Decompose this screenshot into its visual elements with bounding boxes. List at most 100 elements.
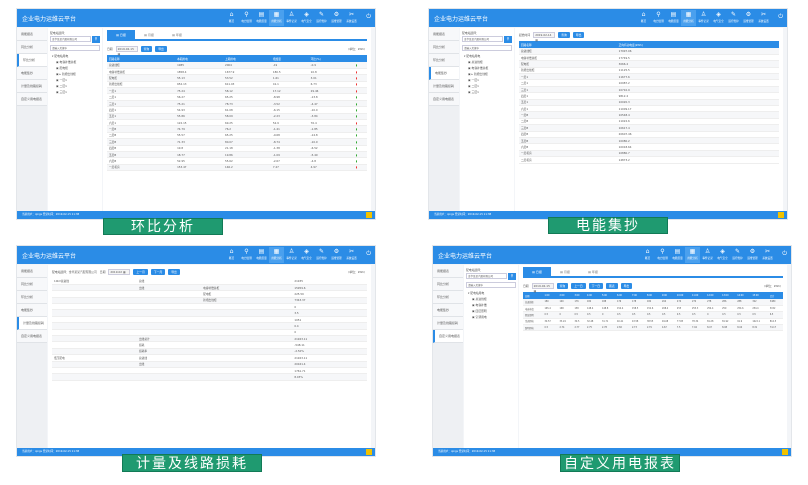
- site-select[interactable]: 金华某某汽配有限公司: [50, 36, 91, 42]
- search-icon[interactable]: ⚲: [92, 36, 100, 43]
- 查询-button[interactable]: 查询: [140, 45, 153, 52]
- sidebar-item[interactable]: 用能报表: [17, 28, 47, 41]
- nav-item-2[interactable]: ▤ 电能质量: [670, 247, 685, 263]
- tree-node[interactable]: ▣ ▸ 新增出线柜: [468, 72, 488, 76]
- sidebar-item[interactable]: 自定义用电报表: [17, 93, 47, 106]
- nav-item-8[interactable]: ✂ 系统设置: [344, 247, 359, 263]
- 上一月-button[interactable]: 上一月: [133, 268, 148, 275]
- 图表-button[interactable]: 图表: [606, 282, 618, 289]
- tab-2[interactable]: ▤ 年报: [588, 270, 598, 274]
- tree-node[interactable]: ▣ 电容补偿: [472, 303, 487, 307]
- sidebar-item[interactable]: 自定义用电报表: [17, 330, 47, 343]
- date-input[interactable]: 2019-02-14 ▦: [533, 31, 556, 42]
- tab-1[interactable]: ▤ 月报: [560, 270, 570, 274]
- power-icon[interactable]: ⏻: [778, 13, 783, 20]
- tree-search-input[interactable]: 请输入关键字: [462, 45, 512, 51]
- notification-icon[interactable]: [366, 212, 372, 218]
- nav-item-2[interactable]: ▤ 电能质量: [254, 247, 269, 263]
- date-input[interactable]: 2019-02 ▦: [108, 268, 131, 275]
- notification-icon[interactable]: [778, 212, 784, 218]
- sidebar-item[interactable]: 环比分析: [17, 291, 47, 304]
- 上一日-button[interactable]: 上一日: [571, 282, 586, 289]
- 导出-button[interactable]: 导出: [620, 282, 633, 289]
- nav-item-1[interactable]: ⚲ 电力监测: [655, 247, 670, 263]
- tree-node[interactable]: ▣ 电容补偿总柜: [468, 66, 489, 70]
- nav-item-4[interactable]: ♙ 事件记录: [696, 10, 711, 26]
- tab-0[interactable]: ▤ 日报: [107, 30, 135, 39]
- nav-item-5[interactable]: ◈ 电气安全: [715, 247, 730, 263]
- tree-node[interactable]: ▣ 总进线柜: [468, 60, 483, 64]
- tree-node[interactable]: ▣ 三层1: [56, 90, 67, 94]
- nav-item-5[interactable]: ◈ 电气安全: [711, 10, 726, 26]
- nav-item-5[interactable]: ◈ 电气安全: [299, 10, 314, 26]
- nav-item-6[interactable]: ✎ 运行维护: [726, 10, 741, 26]
- nav-item-2[interactable]: ▤ 电能质量: [254, 10, 269, 26]
- nav-item-1[interactable]: ⚲ 电力监测: [239, 247, 254, 263]
- 查询-button[interactable]: 查询: [556, 282, 569, 289]
- nav-item-5[interactable]: ◈ 电气安全: [299, 247, 314, 263]
- sidebar-item[interactable]: 计量及线路损耗: [433, 317, 463, 330]
- nav-item-4[interactable]: ♙ 事件记录: [284, 247, 299, 263]
- sidebar-item[interactable]: 同比分析: [433, 278, 463, 291]
- sidebar-item[interactable]: 电能集抄: [17, 67, 47, 80]
- tree-node[interactable]: ▾ 配电站用电: [52, 54, 69, 58]
- tree-node[interactable]: ▾ 配电站用电: [464, 54, 481, 58]
- sidebar-item[interactable]: 电能集抄: [17, 304, 47, 317]
- power-icon[interactable]: ⏻: [782, 250, 787, 257]
- nav-item-0[interactable]: ⌂ 概况: [224, 10, 239, 26]
- sidebar-item[interactable]: 环比分析: [17, 54, 47, 67]
- tab-1[interactable]: ▤ 月报: [144, 33, 154, 37]
- nav-item-7[interactable]: ⚙ 运维管理: [745, 247, 760, 263]
- sidebar-item[interactable]: 计量及线路损耗: [17, 317, 47, 330]
- sidebar-item[interactable]: 用能报表: [433, 265, 463, 278]
- sidebar-item[interactable]: 同比分析: [17, 41, 47, 54]
- nav-item-3[interactable]: ▦ 用能分析: [269, 247, 284, 263]
- site-select[interactable]: 金华某某汽配有限公司: [462, 36, 503, 42]
- nav-item-3[interactable]: ▦ 用能分析: [269, 10, 284, 26]
- search-icon[interactable]: ⚲: [508, 273, 516, 280]
- tree-node[interactable]: ▣ 一层1: [56, 78, 67, 82]
- date-input[interactable]: 2019-02-15 ▦: [115, 45, 138, 56]
- 下一月-button[interactable]: 下一月: [150, 268, 166, 275]
- tree-node[interactable]: ▣ 一层1: [468, 78, 479, 82]
- nav-item-8[interactable]: ✂ 系统设置: [344, 10, 359, 26]
- nav-item-2[interactable]: ▤ 电能质量: [666, 10, 681, 26]
- sidebar-item[interactable]: 同比分析: [17, 278, 47, 291]
- tree-search-input[interactable]: 请输入关键字: [50, 45, 100, 51]
- date-input[interactable]: 2019-02-15 ▦: [531, 282, 554, 293]
- nav-item-6[interactable]: ✎ 运行维护: [730, 247, 745, 263]
- 下一日-button[interactable]: 下一日: [588, 282, 604, 289]
- sidebar-item[interactable]: 电能集抄: [433, 304, 463, 317]
- 导出-button[interactable]: 导出: [155, 45, 167, 52]
- sidebar-item[interactable]: 用能报表: [17, 265, 47, 278]
- sidebar-item[interactable]: 用能报表: [429, 28, 459, 41]
- nav-item-1[interactable]: ⚲ 电力监测: [651, 10, 666, 26]
- notification-icon[interactable]: [782, 449, 788, 455]
- search-icon[interactable]: ⚲: [504, 36, 512, 43]
- nav-item-0[interactable]: ⌂ 概况: [636, 10, 651, 26]
- 导出-button[interactable]: 导出: [572, 31, 585, 38]
- 查询-button[interactable]: 查询: [558, 31, 570, 38]
- nav-item-8[interactable]: ✂ 系统设置: [760, 247, 775, 263]
- power-icon[interactable]: ⏻: [366, 250, 371, 257]
- site-select[interactable]: 金华某某汽配有限公司: [466, 273, 507, 279]
- sidebar-item[interactable]: 同比分析: [429, 41, 459, 54]
- power-icon[interactable]: ⏻: [366, 13, 371, 20]
- tree-node[interactable]: ▣ 配电柜: [56, 66, 68, 70]
- sidebar-item[interactable]: 自定义用电报表: [433, 330, 463, 343]
- tree-node[interactable]: ▣ 三层1: [468, 90, 479, 94]
- tab-2[interactable]: ▤ 年报: [172, 33, 182, 37]
- tree-node[interactable]: ▣ 二层1: [56, 84, 67, 88]
- nav-item-7[interactable]: ⚙ 运维管理: [329, 10, 344, 26]
- nav-item-0[interactable]: ⌂ 概况: [224, 247, 239, 263]
- nav-item-7[interactable]: ⚙ 运维管理: [741, 10, 756, 26]
- tree-node[interactable]: ▣ ▸ 新增出线柜: [56, 72, 76, 76]
- sidebar-item[interactable]: 计量及线路损耗: [17, 80, 47, 93]
- sidebar-item[interactable]: 自定义用电报表: [429, 93, 459, 106]
- nav-item-8[interactable]: ✂ 系统设置: [756, 10, 771, 26]
- tab-0[interactable]: ▤ 日报: [523, 267, 551, 276]
- notification-icon[interactable]: [366, 449, 372, 455]
- nav-item-7[interactable]: ⚙ 运维管理: [329, 247, 344, 263]
- tree-node[interactable]: ▣ 总进线柜: [472, 297, 487, 301]
- nav-item-6[interactable]: ✎ 运行维护: [314, 247, 329, 263]
